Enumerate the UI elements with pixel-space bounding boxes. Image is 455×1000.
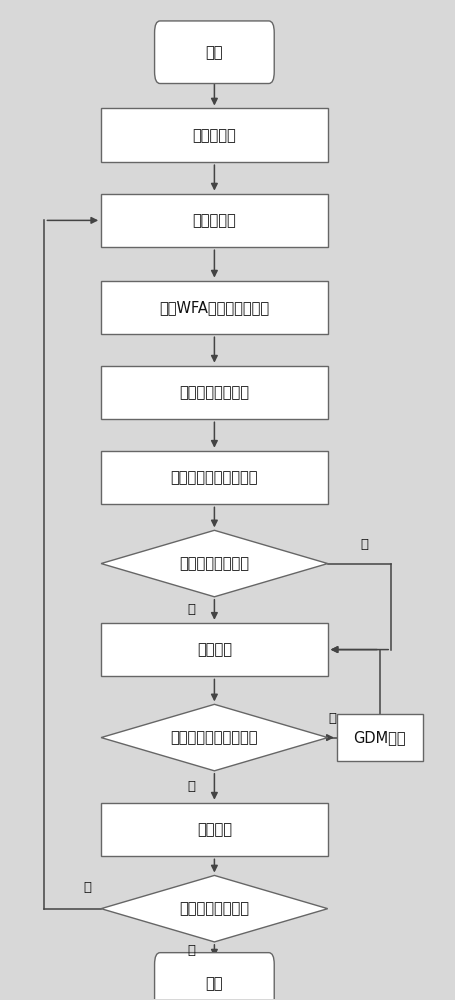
Text: GDM校正: GDM校正 xyxy=(353,730,405,745)
Text: 判断重用效果是否正确: 判断重用效果是否正确 xyxy=(170,730,258,745)
Text: 是: 是 xyxy=(187,780,195,793)
Text: 是: 是 xyxy=(187,944,195,957)
Bar xyxy=(336,714,422,761)
Text: 否: 否 xyxy=(328,712,335,725)
Bar xyxy=(101,108,327,162)
Polygon shape xyxy=(101,875,327,942)
Text: 否: 否 xyxy=(83,881,91,894)
Text: 否: 否 xyxy=(359,538,367,551)
FancyBboxPatch shape xyxy=(154,21,273,84)
Text: 建立案例库: 建立案例库 xyxy=(192,213,236,228)
Text: 案例是否完全匹配: 案例是否完全匹配 xyxy=(179,556,249,571)
Polygon shape xyxy=(101,704,327,771)
Bar xyxy=(101,803,327,856)
Bar xyxy=(101,623,327,676)
Text: 开始: 开始 xyxy=(205,45,222,60)
Bar xyxy=(101,281,327,334)
Text: 是: 是 xyxy=(187,603,195,616)
Text: 计算WFA算法中相关系数: 计算WFA算法中相关系数 xyxy=(159,300,269,315)
Text: 炉况报告是否结束: 炉况报告是否结束 xyxy=(179,901,249,916)
Bar xyxy=(101,366,327,419)
FancyBboxPatch shape xyxy=(154,953,273,1000)
Bar xyxy=(101,194,327,247)
Polygon shape xyxy=(101,530,327,597)
Text: 变量初始化: 变量初始化 xyxy=(192,128,236,143)
Text: 结束: 结束 xyxy=(205,976,222,991)
Text: 案例重用: 案例重用 xyxy=(197,642,232,657)
Text: 案例相似度计算及结果: 案例相似度计算及结果 xyxy=(170,470,258,485)
Text: 计算案例属性权重: 计算案例属性权重 xyxy=(179,385,249,400)
Bar xyxy=(101,451,327,504)
Text: 案例存储: 案例存储 xyxy=(197,822,232,837)
